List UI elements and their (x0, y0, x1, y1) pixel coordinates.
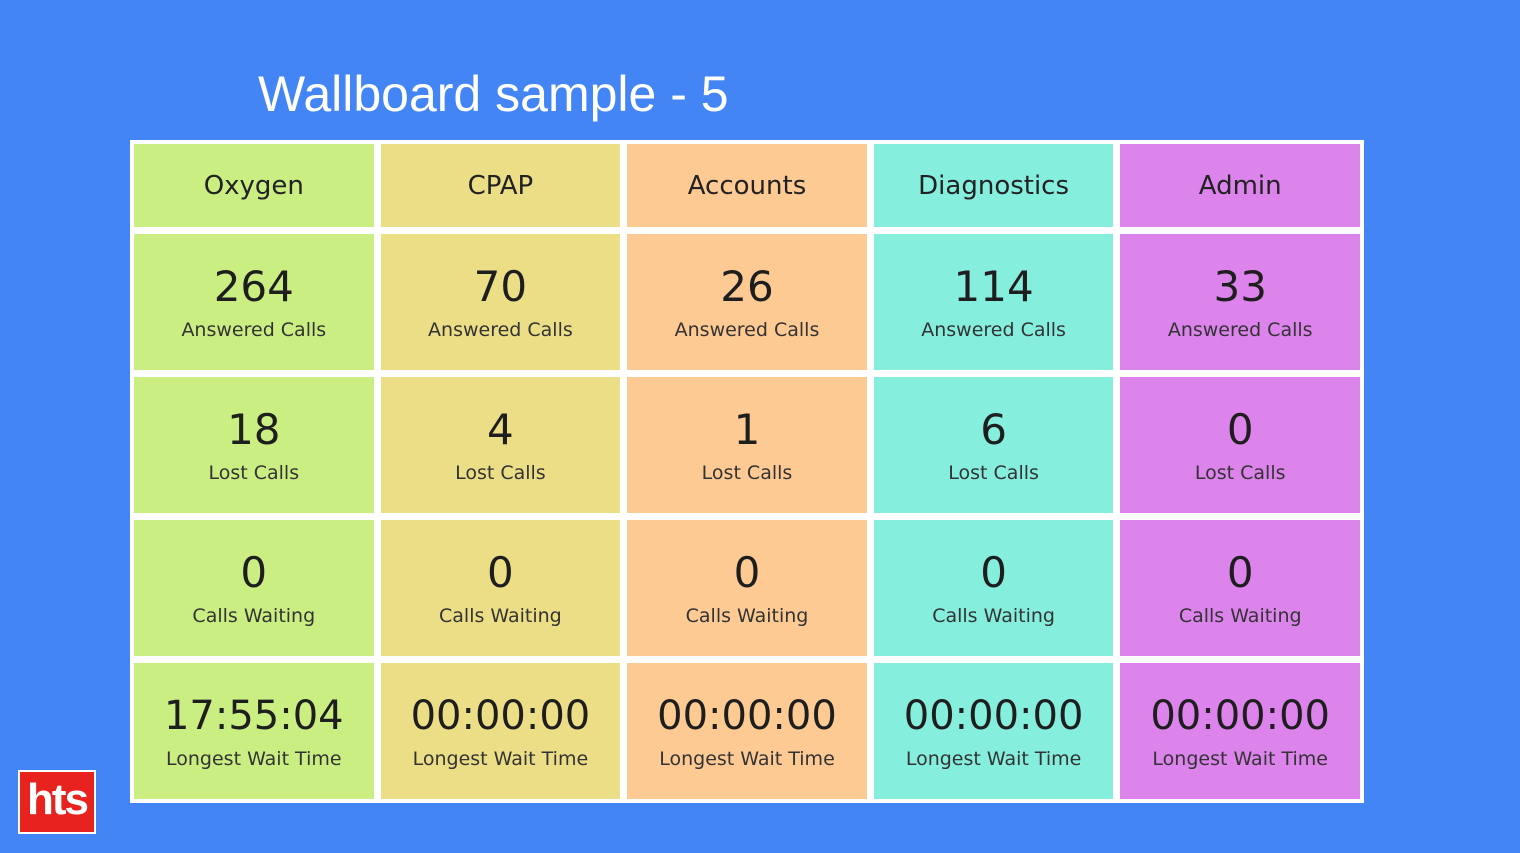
lost-calls-value: 4 (487, 405, 514, 454)
lost-calls-label: Lost Calls (1194, 462, 1286, 484)
longest-wait-tile-admin: 00:00:00 Longest Wait Time (1120, 663, 1360, 799)
calls-waiting-label: Calls Waiting (1178, 605, 1302, 627)
lost-calls-tile-cpap: 4 Lost Calls (380, 377, 621, 513)
longest-wait-label: Longest Wait Time (905, 748, 1082, 770)
lost-calls-label: Lost Calls (701, 462, 793, 484)
calls-waiting-label: Calls Waiting (932, 605, 1055, 627)
dept-name: Diagnostics (918, 170, 1070, 201)
answered-calls-tile-accounts: 26 Answered Calls (627, 234, 867, 370)
lost-calls-value: 1 (733, 405, 761, 454)
longest-wait-label: Longest Wait Time (1152, 748, 1328, 770)
answered-calls-label: Answered Calls (674, 319, 820, 341)
longest-wait-value: 17:55:04 (163, 693, 344, 739)
dept-header-cpap: CPAP (380, 144, 621, 227)
calls-waiting-value: 0 (980, 548, 1007, 597)
calls-waiting-value: 0 (733, 548, 761, 597)
dept-header-accounts: Accounts (627, 144, 867, 227)
longest-wait-value: 00:00:00 (410, 693, 591, 739)
answered-calls-label: Answered Calls (921, 319, 1066, 341)
answered-calls-value: 264 (213, 262, 294, 311)
calls-waiting-label: Calls Waiting (439, 605, 562, 627)
lost-calls-label: Lost Calls (455, 462, 546, 484)
calls-waiting-label: Calls Waiting (192, 605, 316, 627)
dept-name: Accounts (687, 170, 807, 201)
answered-calls-value: 26 (720, 262, 774, 311)
answered-calls-tile-oxygen: 264 Answered Calls (134, 234, 374, 370)
dept-name: Oxygen (203, 170, 304, 201)
calls-waiting-tile-oxygen: 0 Calls Waiting (134, 520, 374, 656)
answered-calls-value: 33 (1213, 262, 1267, 311)
longest-wait-tile-accounts: 00:00:00 Longest Wait Time (627, 663, 867, 799)
dept-header-oxygen: Oxygen (134, 144, 374, 227)
answered-calls-value: 70 (473, 262, 528, 311)
answered-calls-label: Answered Calls (181, 319, 327, 341)
calls-waiting-value: 0 (240, 548, 268, 597)
calls-waiting-tile-diagnostics: 0 Calls Waiting (873, 520, 1114, 656)
longest-wait-tile-cpap: 00:00:00 Longest Wait Time (380, 663, 621, 799)
longest-wait-tile-diagnostics: 00:00:00 Longest Wait Time (873, 663, 1114, 799)
answered-calls-tile-admin: 33 Answered Calls (1120, 234, 1360, 370)
longest-wait-tile-oxygen: 17:55:04 Longest Wait Time (134, 663, 374, 799)
lost-calls-label: Lost Calls (948, 462, 1039, 484)
lost-calls-tile-oxygen: 18 Lost Calls (134, 377, 374, 513)
answered-calls-value: 114 (953, 262, 1034, 311)
calls-waiting-tile-cpap: 0 Calls Waiting (380, 520, 621, 656)
calls-waiting-value: 0 (1226, 548, 1254, 597)
calls-waiting-tile-accounts: 0 Calls Waiting (627, 520, 867, 656)
answered-calls-tile-cpap: 70 Answered Calls (380, 234, 621, 370)
answered-calls-label: Answered Calls (1167, 319, 1313, 341)
lost-calls-tile-accounts: 1 Lost Calls (627, 377, 867, 513)
lost-calls-tile-diagnostics: 6 Lost Calls (873, 377, 1114, 513)
dept-header-diagnostics: Diagnostics (873, 144, 1114, 227)
wallboard-grid: Oxygen CPAP Accounts Diagnostics Admin 2… (130, 140, 1364, 803)
lost-calls-label: Lost Calls (208, 462, 300, 484)
calls-waiting-label: Calls Waiting (685, 605, 809, 627)
slide-title: Wallboard sample - 5 (258, 66, 729, 122)
longest-wait-value: 00:00:00 (1150, 693, 1331, 739)
longest-wait-label: Longest Wait Time (412, 748, 589, 770)
lost-calls-value: 18 (227, 405, 281, 454)
longest-wait-value: 00:00:00 (903, 693, 1084, 739)
lost-calls-value: 0 (1226, 405, 1254, 454)
dept-name: CPAP (467, 170, 534, 201)
calls-waiting-tile-admin: 0 Calls Waiting (1120, 520, 1360, 656)
lost-calls-value: 6 (980, 405, 1007, 454)
answered-calls-tile-diagnostics: 114 Answered Calls (873, 234, 1114, 370)
answered-calls-label: Answered Calls (428, 319, 573, 341)
lost-calls-tile-admin: 0 Lost Calls (1120, 377, 1360, 513)
hts-logo-text: hts (27, 775, 89, 824)
longest-wait-label: Longest Wait Time (659, 748, 835, 770)
dept-name: Admin (1198, 170, 1282, 201)
dept-header-admin: Admin (1120, 144, 1360, 227)
longest-wait-value: 00:00:00 (657, 693, 837, 739)
longest-wait-label: Longest Wait Time (166, 748, 342, 770)
hts-logo: hts (18, 770, 96, 834)
calls-waiting-value: 0 (487, 548, 514, 597)
